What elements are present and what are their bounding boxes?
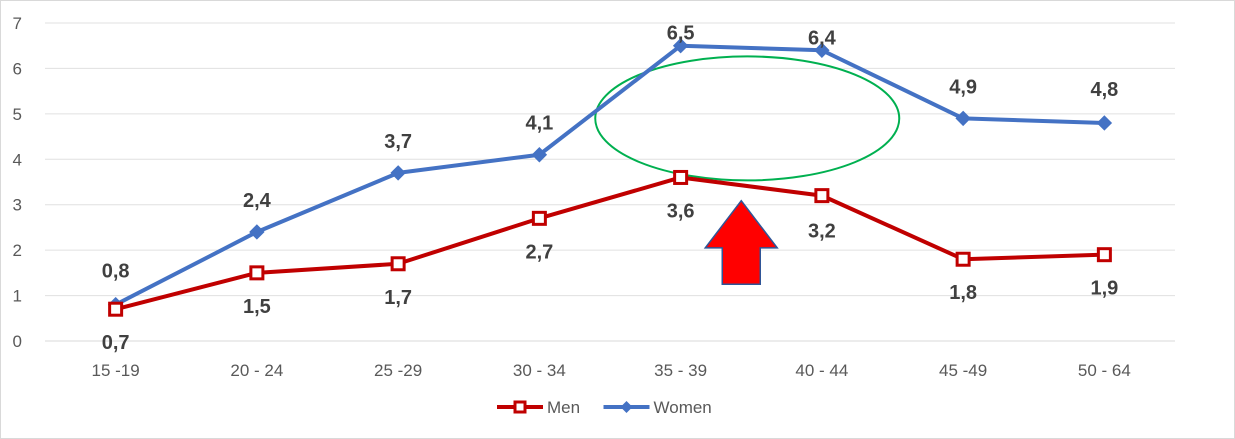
x-axis: 15 -19 20 - 24 25 -29 30 - 34 35 - 39 40 - 44… (92, 361, 1131, 380)
up-arrow-shape (703, 199, 779, 285)
data-label-women: 4,1 (525, 113, 553, 135)
data-label-women: 3,7 (384, 131, 412, 153)
x-tick-label: 15 -19 (92, 361, 140, 380)
series-line-men (113, 175, 1107, 312)
y-tick-label: 6 (13, 59, 22, 78)
legend: Men Women (497, 398, 712, 417)
data-point-men (814, 188, 830, 204)
legend-label-women: Women (654, 398, 712, 417)
y-tick-label: 7 (13, 14, 22, 33)
data-point-women (814, 42, 830, 58)
y-tick-label: 0 (13, 332, 22, 351)
y-tick-label: 5 (13, 105, 22, 124)
highlight-ellipse (594, 55, 901, 182)
y-axis: 0 1 2 3 4 5 6 7 (13, 14, 22, 351)
series-group (107, 38, 1113, 317)
y-tick-label: 1 (13, 287, 22, 306)
x-tick-label: 50 - 64 (1078, 361, 1131, 380)
data-label-men: 1,9 (1090, 278, 1118, 300)
data-label-women: 6,5 (667, 23, 695, 45)
data-labels: 0,7 1,5 1,7 2,7 3,6 3,2 1,8 1,9 0,8 2,4 3,7 4,1 6,5 6… (102, 23, 1119, 354)
data-label-women: 0,8 (102, 261, 130, 283)
x-tick-label: 25 -29 (374, 361, 422, 380)
legend-marker-women (620, 401, 633, 413)
x-tick-label: 40 - 44 (795, 361, 848, 380)
data-label-women: 4,8 (1090, 79, 1118, 101)
data-point-men (955, 251, 971, 267)
y-tick-label: 3 (13, 196, 22, 215)
x-tick-label: 30 - 34 (513, 361, 566, 380)
data-label-men: 1,5 (243, 296, 271, 318)
data-label-women: 6,4 (808, 27, 837, 49)
data-point-women (955, 110, 971, 127)
data-label-men: 2,7 (525, 241, 553, 263)
data-point-men (390, 256, 406, 272)
data-point-men (108, 301, 124, 317)
data-label-men: 0,7 (102, 332, 130, 354)
data-label-men: 3,6 (667, 200, 695, 222)
legend-label-men: Men (547, 398, 580, 417)
gridlines (45, 22, 1175, 342)
data-point-women (249, 224, 265, 240)
y-tick-label: 2 (13, 241, 22, 260)
x-tick-label: 35 - 39 (654, 361, 707, 380)
data-point-women (531, 147, 548, 163)
data-point-men (249, 265, 265, 281)
data-label-men: 3,2 (808, 221, 836, 243)
legend-marker-men (513, 400, 527, 414)
data-point-men (673, 169, 689, 185)
data-point-men (1096, 247, 1112, 263)
data-label-men: 1,8 (949, 282, 977, 304)
data-point-men (531, 210, 547, 226)
data-point-women (1096, 115, 1113, 131)
data-label-men: 1,7 (384, 287, 412, 309)
annotations (594, 55, 901, 285)
series-line-women (113, 43, 1107, 307)
data-label-women: 2,4 (243, 190, 272, 212)
data-point-women (390, 165, 406, 181)
data-label-women: 4,9 (949, 76, 977, 98)
data-point-women (672, 38, 689, 54)
x-tick-label: 45 -49 (939, 361, 987, 380)
x-tick-label: 20 - 24 (230, 361, 283, 380)
y-tick-label: 4 (13, 150, 22, 169)
